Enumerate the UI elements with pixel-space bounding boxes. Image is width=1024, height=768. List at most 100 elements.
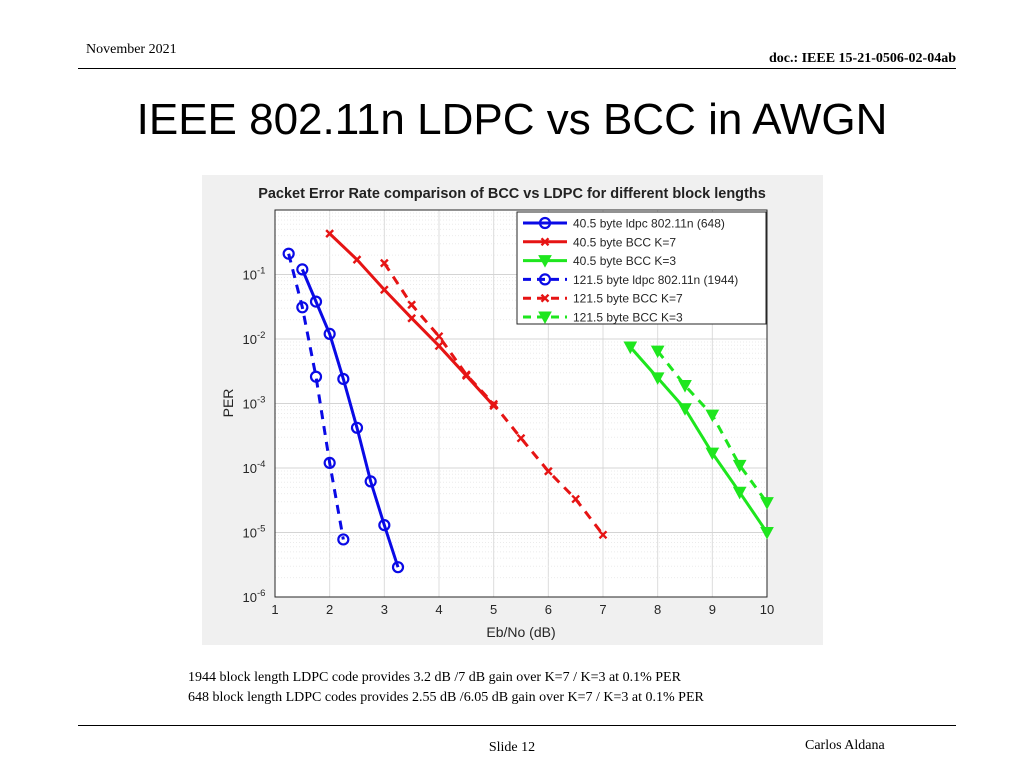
- y-tick-exponent: -3: [257, 395, 265, 406]
- y-tick-exponent: -1: [257, 266, 265, 277]
- marker-triangle-down: [705, 447, 720, 461]
- y-tick-label: 10 -6: [243, 588, 266, 605]
- marker-triangle-down: [732, 486, 747, 500]
- y-tick-exponent: -2: [257, 330, 265, 341]
- marker-triangle-down: [760, 497, 774, 510]
- x-tick-label: 2: [326, 602, 333, 617]
- slide-title: IEEE 802.11n LDPC vs BCC in AWGN: [136, 95, 888, 144]
- legend-label: 121.5 byte ldpc 802.11n (1944): [573, 273, 738, 287]
- note-line-648: 648 block length LDPC codes provides 2.5…: [188, 690, 704, 705]
- y-tick-exponent: -6: [257, 588, 265, 599]
- legend-entry: 121.5 byte BCC K=7: [523, 292, 683, 306]
- marker-circle: [296, 301, 309, 314]
- marker-circle: [337, 372, 350, 386]
- marker-x: [379, 285, 389, 295]
- x-tick-label: 4: [435, 602, 442, 617]
- marker-circle: [538, 216, 552, 230]
- marker-x: [407, 313, 417, 323]
- marker-triangle-down: [650, 345, 665, 359]
- marker-x: [540, 293, 550, 303]
- marker-circle: [378, 519, 391, 532]
- x-axis-label: Eb/No (dB): [486, 624, 555, 640]
- marker-x: [543, 466, 553, 476]
- series-6: [650, 345, 774, 510]
- marker-circle: [391, 561, 405, 574]
- y-tick-base: 10: [243, 526, 257, 541]
- marker-x: [571, 494, 581, 504]
- chart-legend: 40.5 byte ldpc 802.11n (648) 40.5 byte BC…: [516, 211, 767, 325]
- notes: 1944 block length LDPC code provides 3.2…: [188, 668, 704, 708]
- header-rule: [78, 68, 956, 69]
- author: Carlos Aldana: [805, 738, 885, 753]
- x-tick-label: 5: [490, 602, 497, 617]
- y-tick-label: 10 -2: [243, 330, 266, 347]
- marker-x: [598, 530, 608, 540]
- marker-x: [434, 341, 444, 351]
- series-group: [282, 229, 774, 574]
- x-tick-label: 1: [271, 602, 278, 617]
- footer-rule: [78, 725, 956, 726]
- x-tick-label: 7: [599, 602, 606, 617]
- y-tick-exponent: -5: [257, 524, 265, 535]
- series-4: [282, 247, 350, 546]
- y-tick-base: 10: [243, 397, 257, 412]
- series-3: [623, 341, 774, 540]
- header-date: November 2021: [86, 42, 177, 57]
- y-tick-exponent: -4: [257, 459, 265, 470]
- series-line: [287, 253, 345, 540]
- header-doc-id: doc.: IEEE 15-21-0506-02-04ab: [768, 51, 956, 66]
- marker-circle: [538, 273, 552, 286]
- y-tick-base: 10: [243, 332, 257, 347]
- marker-x: [516, 433, 526, 443]
- marker-triangle-down: [538, 311, 552, 325]
- marker-circle: [296, 263, 309, 276]
- marker-x: [434, 331, 444, 341]
- marker-circle: [364, 475, 377, 488]
- marker-circle: [309, 295, 323, 308]
- y-tick-label: 10 -3: [243, 395, 266, 412]
- series-1: [296, 263, 405, 574]
- marker-x: [540, 237, 550, 247]
- legend-entry: 121.5 byte BCC K=3: [523, 311, 683, 325]
- legend-label: 40.5 byte BCC K=3: [573, 254, 676, 268]
- marker-triangle-down: [732, 459, 747, 473]
- note-line-1944: 1944 block length LDPC code provides 3.2…: [188, 670, 681, 685]
- x-tick-label: 8: [654, 602, 661, 617]
- per-chart: Packet Error Rate comparison of BCC vs L…: [202, 175, 823, 645]
- marker-x: [461, 370, 471, 380]
- x-tick-label: 9: [709, 602, 716, 617]
- marker-triangle-down: [705, 409, 720, 423]
- legend-label: 40.5 byte ldpc 802.11n (648): [573, 217, 725, 231]
- legend-entry: 40.5 byte BCC K=7: [523, 235, 676, 249]
- legend-entry: 121.5 byte ldpc 802.11n (1944): [523, 273, 738, 287]
- marker-x: [325, 229, 335, 238]
- x-tick-label: 6: [545, 602, 552, 617]
- marker-x: [352, 255, 362, 264]
- legend-entry: 40.5 byte ldpc 802.11n (648): [523, 217, 725, 231]
- marker-circle: [350, 421, 364, 434]
- x-tick-label: 10: [760, 602, 774, 617]
- legend-box: [516, 211, 767, 325]
- marker-triangle-down: [678, 403, 692, 416]
- y-tick-base: 10: [243, 590, 257, 605]
- y-axis-label: PER: [220, 389, 236, 418]
- marker-x: [379, 258, 389, 268]
- marker-triangle-down: [538, 255, 552, 268]
- marker-triangle-down: [650, 372, 665, 385]
- y-tick-base: 10: [243, 268, 257, 283]
- marker-triangle-down: [623, 341, 638, 355]
- marker-x: [489, 399, 499, 409]
- marker-circle: [309, 370, 323, 383]
- marker-triangle-down: [760, 527, 774, 540]
- marker-triangle-down: [678, 380, 692, 393]
- marker-circle: [323, 456, 336, 469]
- legend-label: 40.5 byte BCC K=7: [573, 235, 676, 249]
- marker-circle: [337, 533, 350, 546]
- chart-title: Packet Error Rate comparison of BCC vs L…: [258, 186, 766, 202]
- plot-frame: [274, 209, 768, 598]
- y-tick-label: 10 -5: [243, 524, 266, 541]
- slide-number: Slide 12: [488, 740, 536, 755]
- y-tick-label: 10 -1: [243, 266, 266, 283]
- x-tick-label: 3: [381, 602, 388, 617]
